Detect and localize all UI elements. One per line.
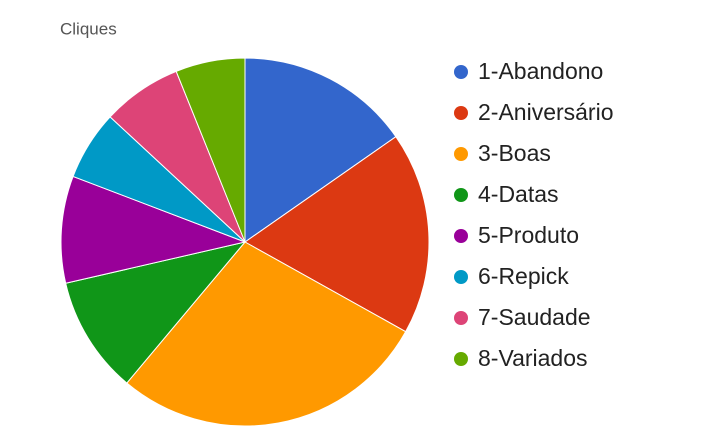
legend-label: 6-Repick	[478, 263, 569, 289]
pie-slice	[60, 175, 247, 284]
legend-marker	[454, 188, 468, 202]
pie-slice	[175, 57, 246, 243]
legend-marker	[454, 106, 468, 120]
legend-label: 5-Produto	[478, 222, 579, 248]
legend-label: 4-Datas	[478, 181, 559, 207]
chart-title: Cliques	[60, 19, 117, 38]
legend-marker	[454, 65, 468, 79]
legend-label: 2-Aniversário	[478, 99, 614, 125]
legend-label: 1-Abandono	[478, 58, 603, 84]
pie-slice	[126, 241, 407, 427]
legend-marker	[454, 229, 468, 243]
legend-marker	[454, 270, 468, 284]
pie-slice	[244, 135, 430, 333]
legend-label: 8-Variados	[478, 345, 588, 371]
legend-marker	[454, 147, 468, 161]
legend-marker	[454, 311, 468, 325]
legend-marker	[454, 352, 468, 366]
legend-label: 7-Saudade	[478, 304, 591, 330]
legend-label: 3-Boas	[478, 140, 551, 166]
pie-slice	[65, 241, 247, 384]
pie-slice	[244, 57, 397, 243]
